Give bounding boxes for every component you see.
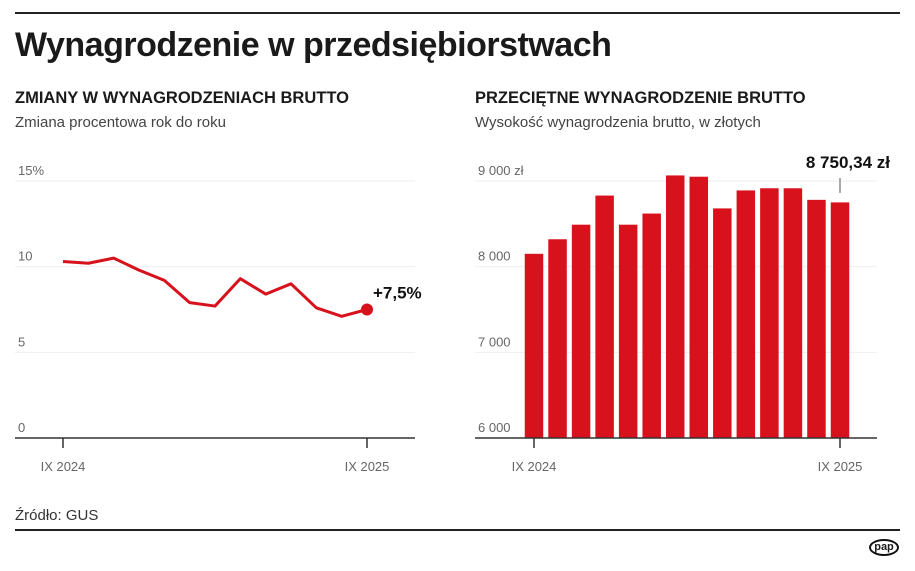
- bar: [595, 195, 614, 438]
- source-note: Źródło: GUS: [15, 507, 99, 524]
- pap-logo: pap: [869, 539, 899, 556]
- last-value-label: 8 750,34 zł: [806, 153, 890, 172]
- x-tick-label: IX 2025: [345, 459, 390, 474]
- x-tick-label: IX 2024: [512, 459, 557, 474]
- bar: [548, 239, 567, 438]
- bar-chart-subtitle: Wysokość wynagrodzenia brutto, w złotych: [475, 114, 761, 131]
- bar-chart-title: PRZECIĘTNE WYNAGRODZENIE BRUTTO: [475, 89, 806, 107]
- last-point-marker: [361, 303, 373, 316]
- y-tick-label: 15%: [18, 163, 44, 178]
- bar: [642, 213, 661, 438]
- line-chart-title: ZMIANY W WYNAGRODZENIACH BRUTTO: [15, 89, 349, 107]
- bar: [618, 224, 638, 438]
- bar: [571, 224, 591, 438]
- line-series: [62, 256, 368, 318]
- bar: [760, 188, 779, 438]
- bar: [807, 199, 826, 438]
- bar: [713, 208, 732, 438]
- y-tick-label: 10: [18, 249, 32, 264]
- bar: [689, 176, 709, 438]
- y-tick-label: 7 000: [478, 334, 511, 349]
- bar: [830, 202, 850, 438]
- bar: [524, 253, 544, 438]
- y-tick-label: 5: [18, 334, 25, 349]
- top-rule: [15, 12, 900, 14]
- bar: [665, 175, 685, 438]
- x-tick-label: IX 2024: [41, 459, 86, 474]
- bottom-rule: [15, 529, 900, 531]
- line-chart-subtitle: Zmiana procentowa rok do roku: [15, 114, 226, 131]
- y-tick-label: 6 000: [478, 420, 511, 435]
- y-tick-label: 0: [18, 420, 25, 435]
- last-value-label: +7,5%: [373, 284, 422, 303]
- y-tick-label: 9 000 zł: [478, 163, 524, 178]
- x-tick-label: IX 2025: [818, 459, 863, 474]
- y-tick-label: 8 000: [478, 249, 511, 264]
- bar: [736, 190, 756, 438]
- page-title: Wynagrodzenie w przedsiębiorstwach: [15, 26, 612, 64]
- bar: [783, 188, 803, 438]
